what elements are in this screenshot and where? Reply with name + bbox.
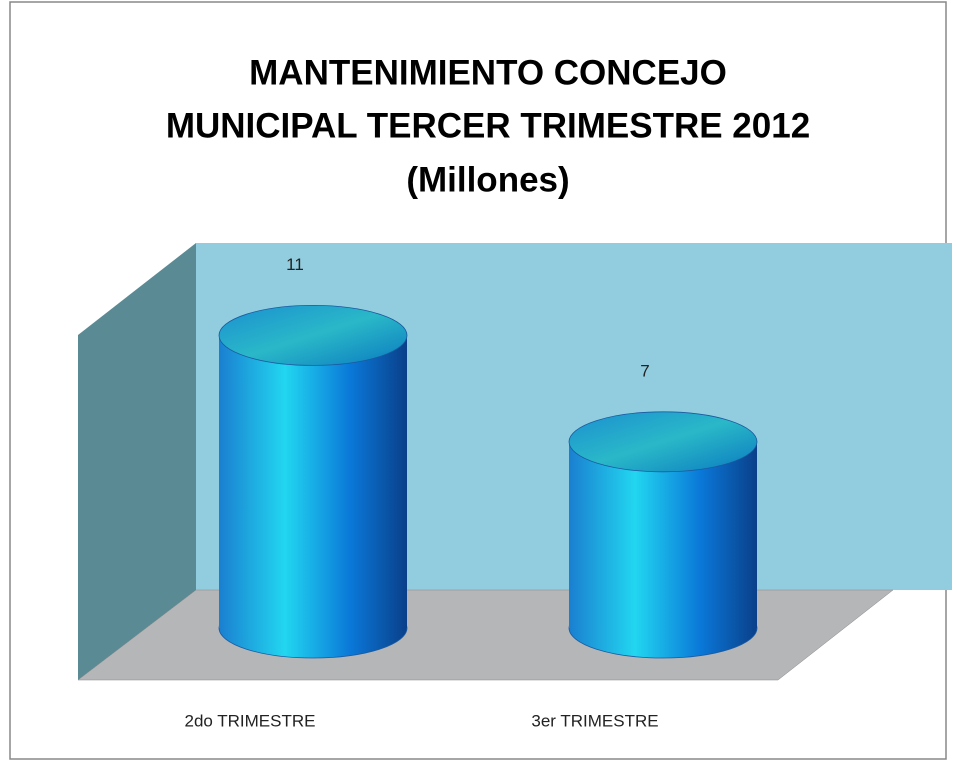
- bar: [569, 441, 757, 628]
- x-tick-label: 3er TRIMESTRE: [531, 711, 658, 730]
- cylinder-top: [568, 411, 758, 473]
- cylinder-top: [218, 304, 408, 366]
- data-label: 7: [640, 361, 649, 380]
- data-label: 11: [286, 255, 304, 274]
- chart-title: MANTENIMIENTO CONCEJO: [249, 53, 727, 92]
- bar: [219, 335, 407, 628]
- cylinder: [218, 304, 408, 659]
- chart-title: (Millones): [406, 160, 569, 199]
- side-wall: [78, 243, 196, 680]
- x-tick-label: 2do TRIMESTRE: [184, 711, 315, 730]
- cylinder: [568, 411, 758, 659]
- chart-title: MUNICIPAL TERCER TRIMESTRE 2012: [166, 106, 810, 145]
- floor: [77, 589, 894, 681]
